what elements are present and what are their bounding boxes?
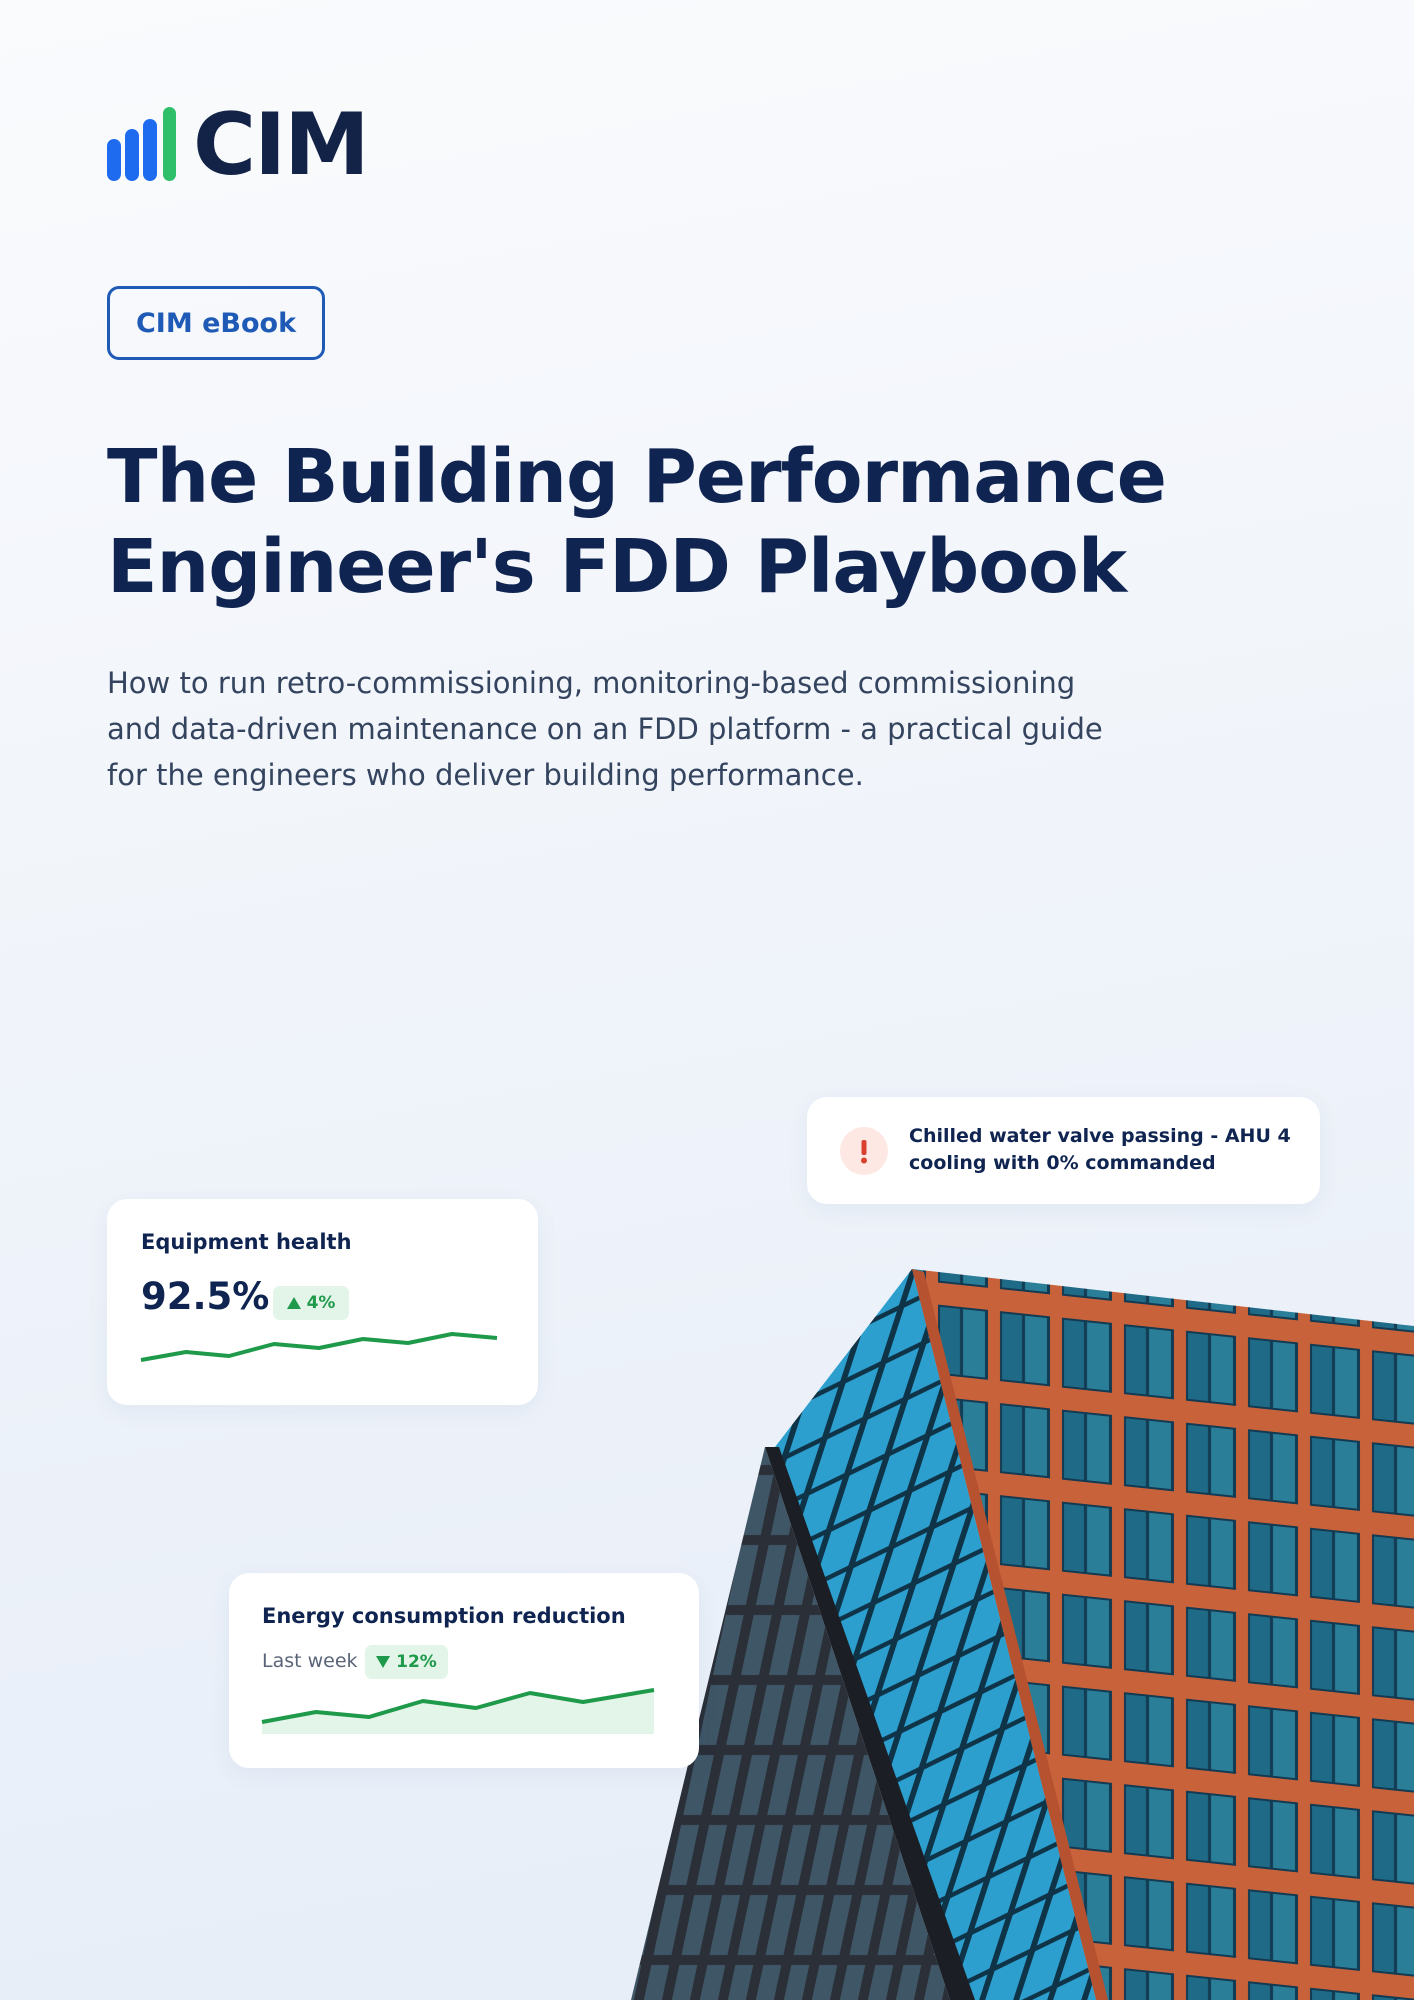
sparkline — [261, 1688, 655, 1734]
building-image — [631, 1269, 1414, 2000]
card-title: Equipment health — [141, 1230, 352, 1254]
subtitle-line: How to run retro-commissioning, monitori… — [107, 666, 1076, 700]
sparkline — [140, 1332, 498, 1362]
subtitle-line: for the engineers who deliver building p… — [107, 758, 864, 792]
alert-card: Chilled water valve passing - AHU 4 cool… — [807, 1097, 1320, 1204]
title: The Building Performance Engineer's FDD … — [107, 432, 1167, 612]
alert-line: Chilled water valve passing - AHU 4 — [909, 1125, 1291, 1147]
health-card: Equipment health 92.5% 4% — [107, 1199, 538, 1405]
card-title: Energy consumption reduction — [262, 1604, 626, 1628]
badge: CIM eBook — [107, 286, 325, 360]
title-line: The Building Performance — [107, 434, 1167, 520]
change-pill: 4% — [273, 1286, 349, 1320]
subtitle-line: and data-driven maintenance on an FDD pl… — [107, 712, 1103, 746]
change-text: 12% — [396, 1652, 437, 1672]
down-arrow — [376, 1656, 391, 1668]
alert-line: cooling with 0% commanded — [909, 1152, 1216, 1174]
change-text: 4% — [306, 1293, 336, 1313]
alert-text: Chilled water valve passing - AHU 4 cool… — [909, 1123, 1291, 1177]
health-value: 92.5% — [141, 1275, 270, 1318]
logo-text: CIM — [193, 95, 370, 195]
up-arrow — [286, 1297, 301, 1309]
alert-icon — [840, 1127, 888, 1175]
title-line: Engineer's FDD Playbook — [107, 524, 1127, 610]
energy-card: Energy consumption reduction Last week 1… — [229, 1573, 699, 1768]
period-label: Last week — [262, 1650, 358, 1672]
logo-mark — [107, 107, 176, 181]
subtitle: How to run retro-commissioning, monitori… — [107, 660, 1103, 798]
change-pill: 12% — [365, 1645, 448, 1679]
